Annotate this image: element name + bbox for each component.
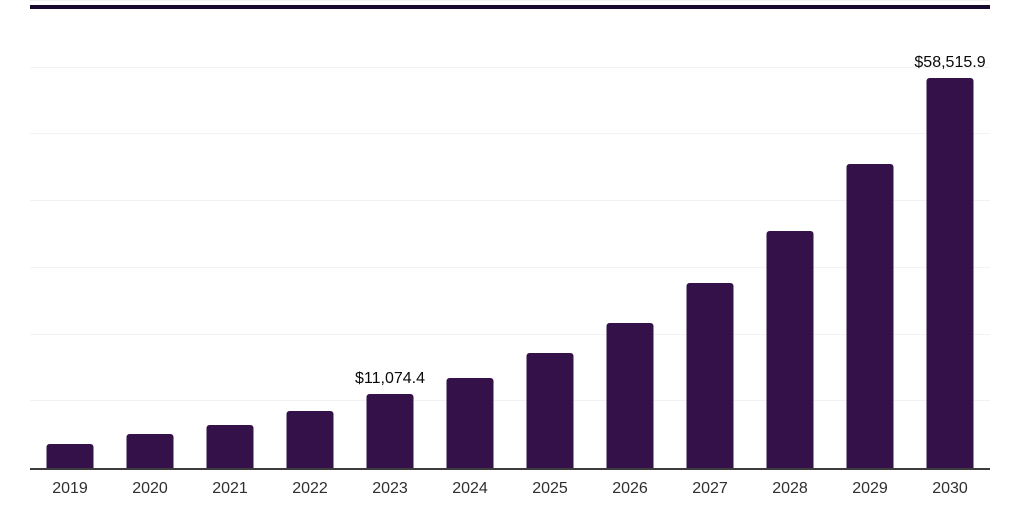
bar-group-2026 <box>590 1 670 468</box>
bar-group-2030: $58,515.9 <box>910 1 990 468</box>
bar-2027[interactable] <box>686 283 734 468</box>
x-axis-label-2030: 2030 <box>932 480 968 497</box>
bar-2030[interactable] <box>926 77 974 468</box>
bar-2029[interactable] <box>846 163 894 468</box>
bar-2023[interactable] <box>366 394 414 468</box>
x-axis-label-2024: 2024 <box>452 480 488 497</box>
x-axis-label-2020: 2020 <box>132 480 168 497</box>
x-axis-label-2019: 2019 <box>52 480 88 497</box>
bar-group-2029 <box>830 1 910 468</box>
x-axis-label-2026: 2026 <box>612 480 648 497</box>
bar-2025[interactable] <box>526 353 574 468</box>
bar-2019[interactable] <box>46 443 94 468</box>
bar-group-2025 <box>510 1 590 468</box>
bar-2020[interactable] <box>126 433 174 468</box>
plot-area: $11,074.4 $58,515.9 <box>30 0 990 470</box>
x-axis-label-2029: 2029 <box>852 480 888 497</box>
bar-group-2022 <box>270 1 350 468</box>
x-axis-label-2027: 2027 <box>692 480 728 497</box>
x-axis-label-2023: 2023 <box>372 480 408 497</box>
data-label-2023: $11,074.4 <box>355 370 425 388</box>
bar-group-2021 <box>190 1 270 468</box>
x-axis: 2019 2020 2021 2022 2023 2024 2025 2026 2027 2028… <box>30 478 990 508</box>
bar-2028[interactable] <box>766 231 814 468</box>
x-axis-label-2022: 2022 <box>292 480 328 497</box>
gridline <box>30 0 990 1</box>
gridline <box>30 66 990 68</box>
data-label-2030: $58,515.9 <box>914 53 986 71</box>
bar-2022[interactable] <box>286 411 334 468</box>
gridline <box>30 333 990 335</box>
bar-2024[interactable] <box>446 377 494 468</box>
bar-2026[interactable] <box>606 323 654 468</box>
bar-group-2027 <box>670 1 750 468</box>
chart-top-accent-stripe <box>30 5 990 9</box>
bar-group-2020 <box>110 1 190 468</box>
gridline <box>30 133 990 135</box>
x-axis-label-2028: 2028 <box>772 480 808 497</box>
bar-group-2028 <box>750 1 830 468</box>
gridline <box>30 266 990 268</box>
bar-group-2024 <box>430 1 510 468</box>
x-axis-label-2025: 2025 <box>532 480 568 497</box>
x-axis-label-2021: 2021 <box>212 480 248 497</box>
gridline <box>30 200 990 202</box>
bar-2021[interactable] <box>206 424 254 468</box>
bar-group-2023: $11,074.4 <box>350 1 430 468</box>
bar-group-2019 <box>30 1 110 468</box>
gridline <box>30 400 990 402</box>
